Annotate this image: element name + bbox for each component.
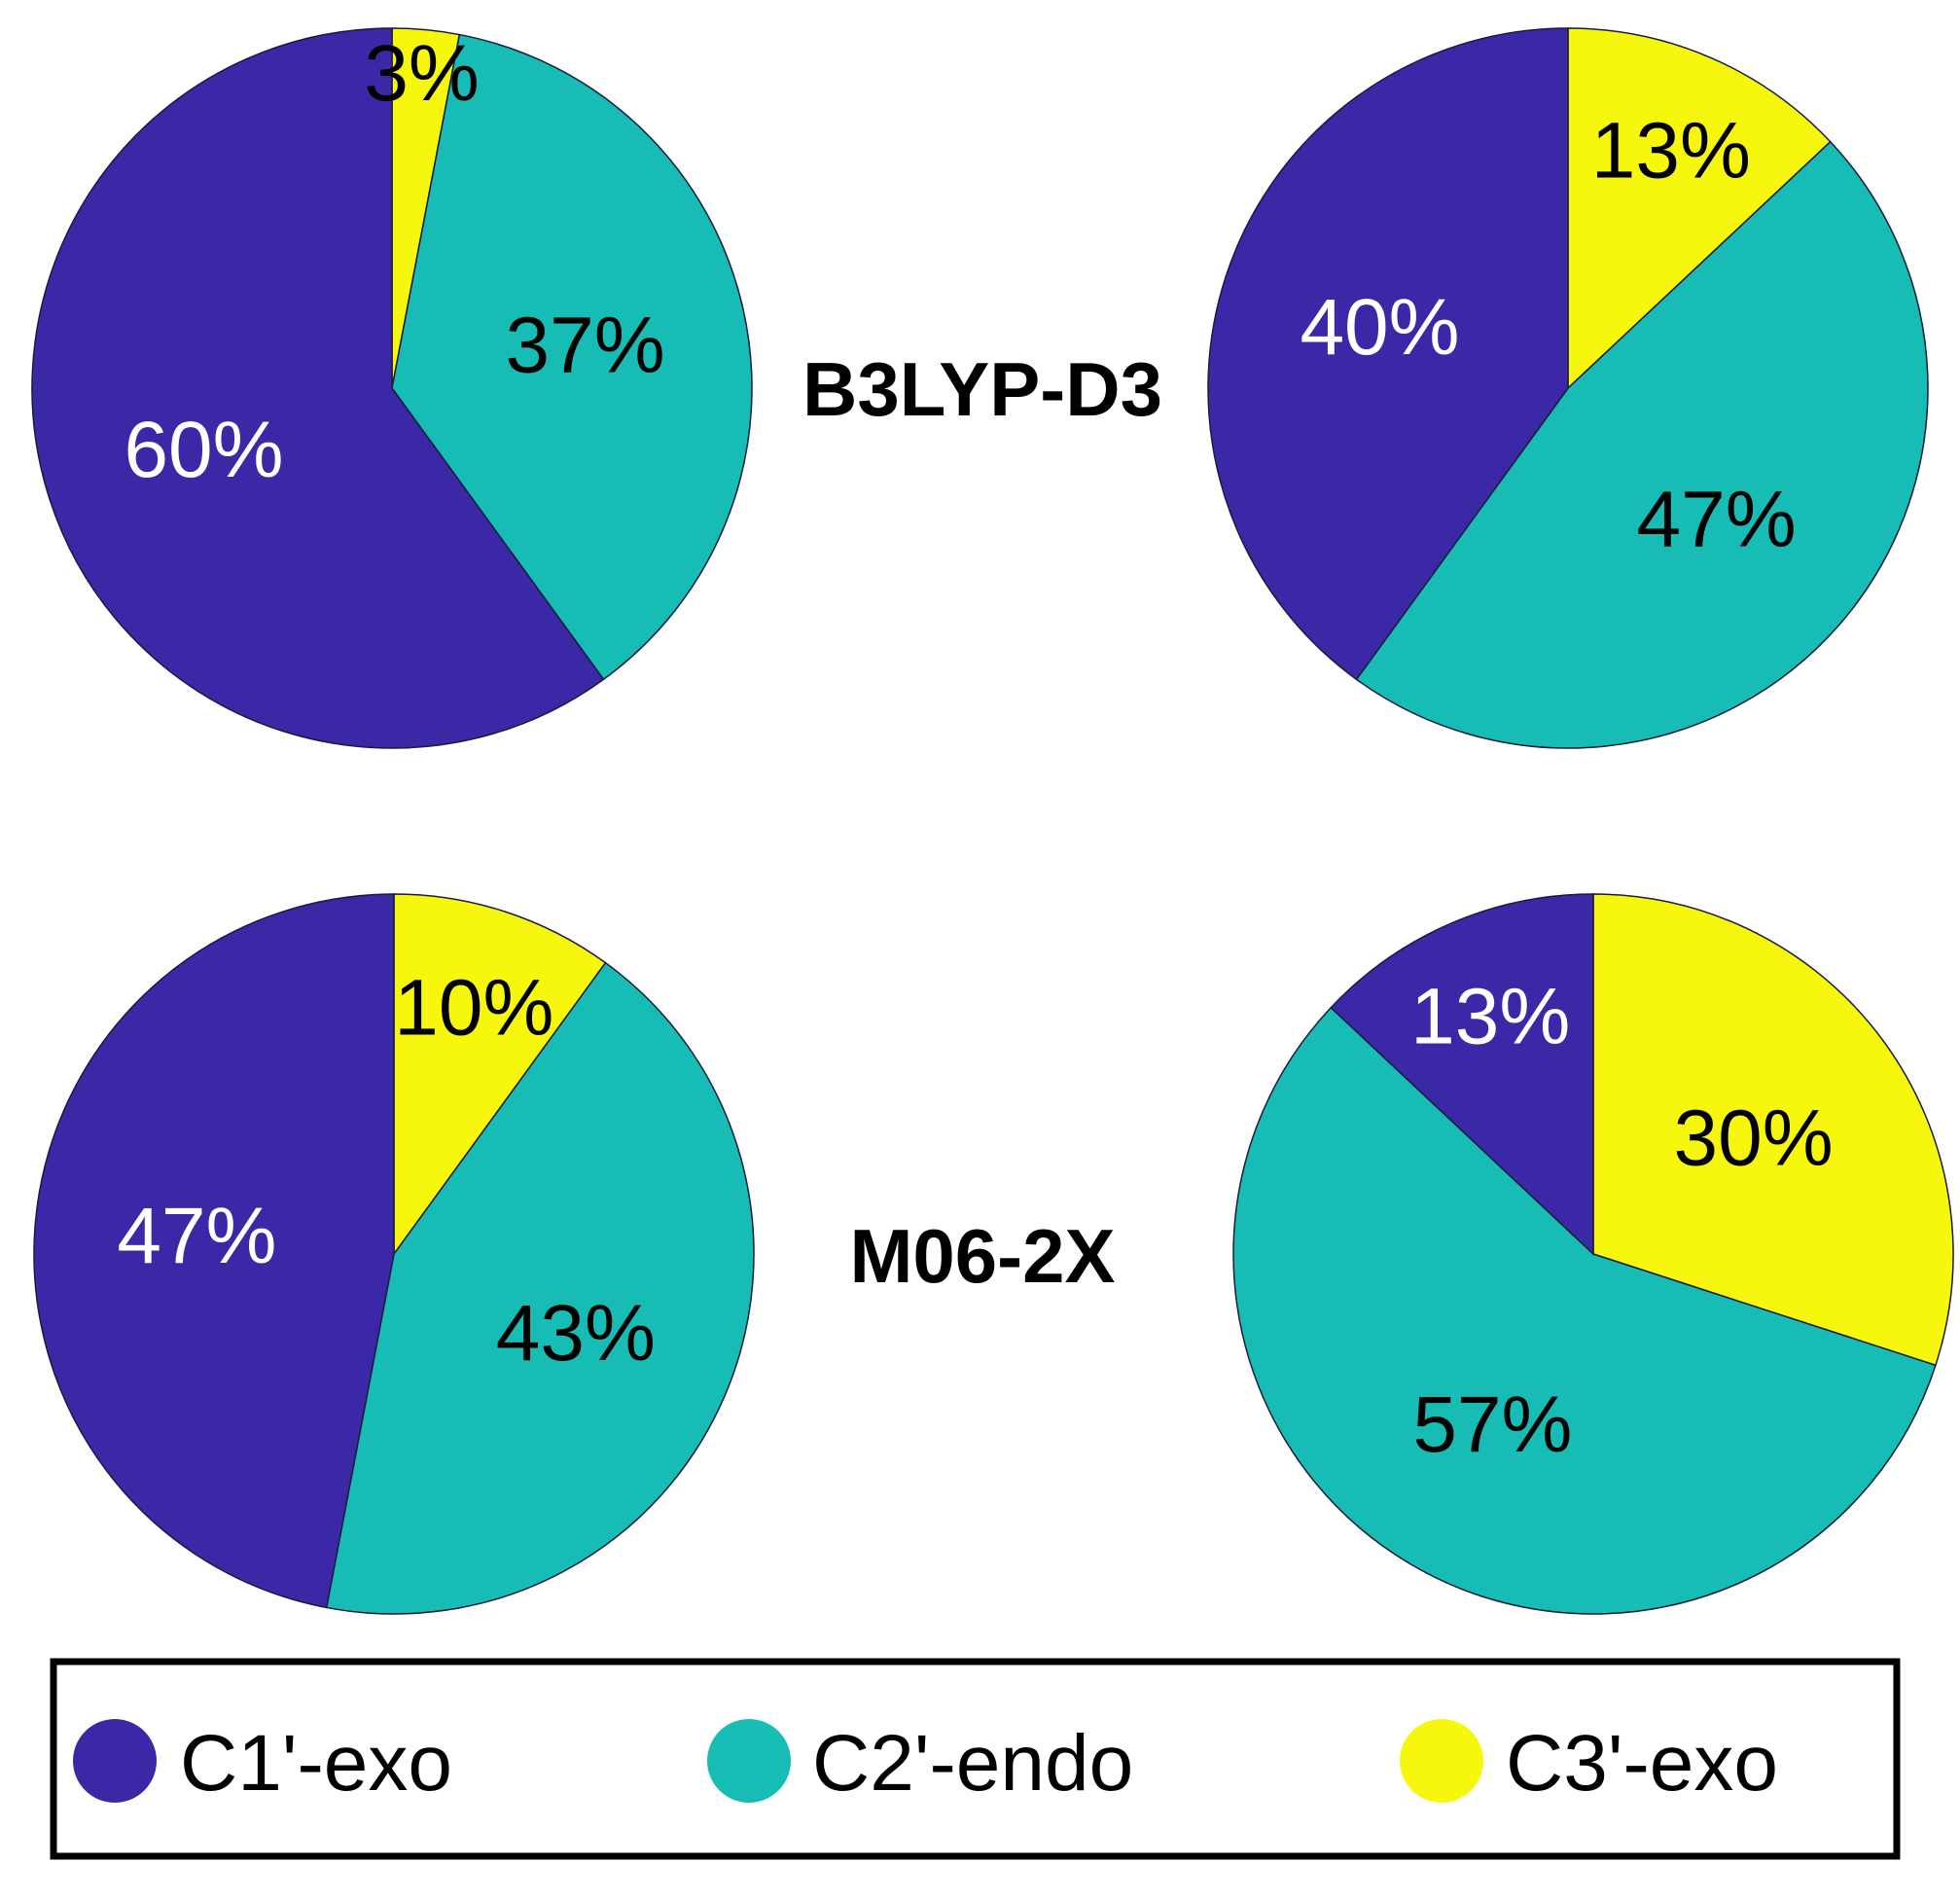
pie-b3lyp-d3-right: 13% 47% 40% xyxy=(1207,27,1929,749)
method-label-m06-2x: M06-2X xyxy=(849,1213,1115,1299)
slice-label-c1-exo: 47% xyxy=(117,1192,276,1280)
pie-b3lyp-d3-left: 3% 37% 60% xyxy=(31,27,753,749)
legend-label-c3-exo: C3'-exo xyxy=(1506,1719,1778,1808)
pies-layer: 3% 37% 60% 13% 47% 40% 10% 43% 47% 30% 57% 13% xyxy=(31,27,1954,1615)
slice-c3-exo xyxy=(393,893,607,1257)
slice-label-c1-exo: 40% xyxy=(1300,283,1459,372)
slice-label-c1-exo: 60% xyxy=(124,406,283,494)
slice-label-c2-endo: 47% xyxy=(1637,476,1797,564)
slice-c1-exo xyxy=(1207,27,1569,681)
legend-swatch-c3-exo xyxy=(1400,1719,1483,1803)
pie-m06-2x-right: 30% 57% 13% xyxy=(1232,893,1954,1615)
legend-label-c2-endo: C2'-endo xyxy=(812,1719,1133,1808)
legend-box xyxy=(50,1658,1901,1860)
slice-label-c3-exo: 3% xyxy=(364,29,480,118)
slice-c3-exo xyxy=(1567,27,1832,390)
slice-c3-exo xyxy=(1592,893,1954,1367)
legend-swatch-c2-endo xyxy=(707,1719,791,1803)
slice-label-c1-exo: 13% xyxy=(1410,973,1570,1061)
method-label-b3lyp-d3: B3LYP-D3 xyxy=(802,346,1162,432)
slice-label-c2-endo: 43% xyxy=(496,1289,656,1378)
slice-label-c3-exo: 10% xyxy=(394,964,553,1053)
legend-swatch-c1-exo xyxy=(73,1719,157,1803)
slice-c1-exo xyxy=(31,27,605,749)
slice-label-c3-exo: 13% xyxy=(1591,107,1751,196)
slice-label-c2-endo: 37% xyxy=(506,302,665,390)
slice-c2-endo xyxy=(325,961,755,1615)
slice-c2-endo xyxy=(1355,140,1929,749)
slice-label-c2-endo: 57% xyxy=(1412,1380,1572,1469)
slice-label-c3-exo: 30% xyxy=(1674,1093,1834,1182)
slice-c2-endo xyxy=(391,33,753,681)
legend-label-c1-exo: C1'-exo xyxy=(180,1719,452,1808)
slice-c1-exo xyxy=(1330,893,1594,1256)
pie-m06-2x-left: 10% 43% 47% xyxy=(33,893,755,1615)
legend: C1'-exo C2'-endo C3'-exo xyxy=(50,1658,1901,1860)
slice-c1-exo xyxy=(33,893,395,1609)
slice-c2-endo xyxy=(1232,1006,1937,1615)
